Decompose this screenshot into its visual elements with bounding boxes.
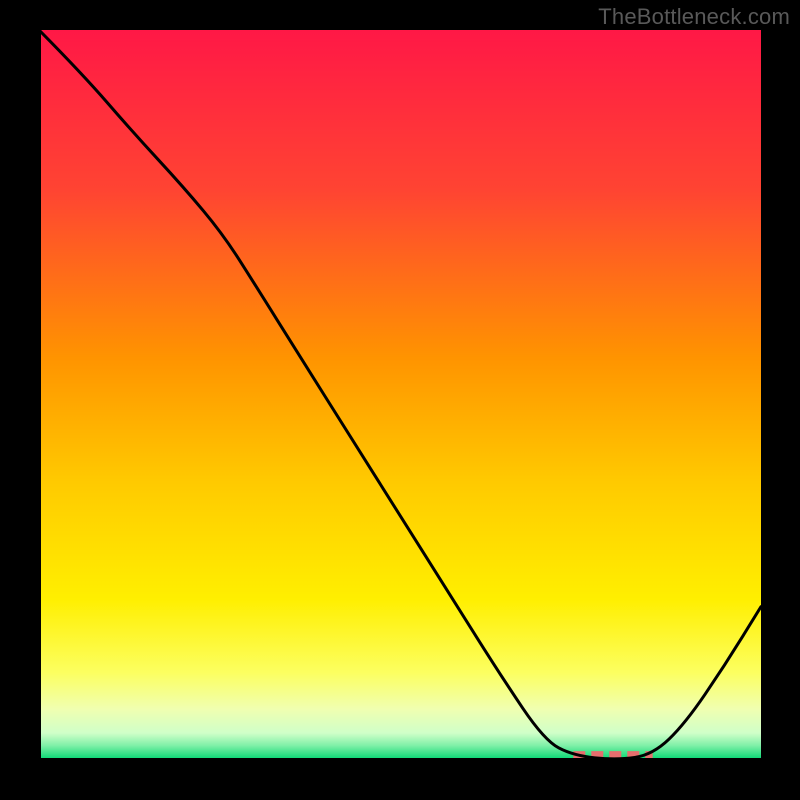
chart-container: TheBottleneck.com (0, 0, 800, 800)
chart-svg (0, 0, 800, 800)
gradient-background (39, 30, 761, 760)
